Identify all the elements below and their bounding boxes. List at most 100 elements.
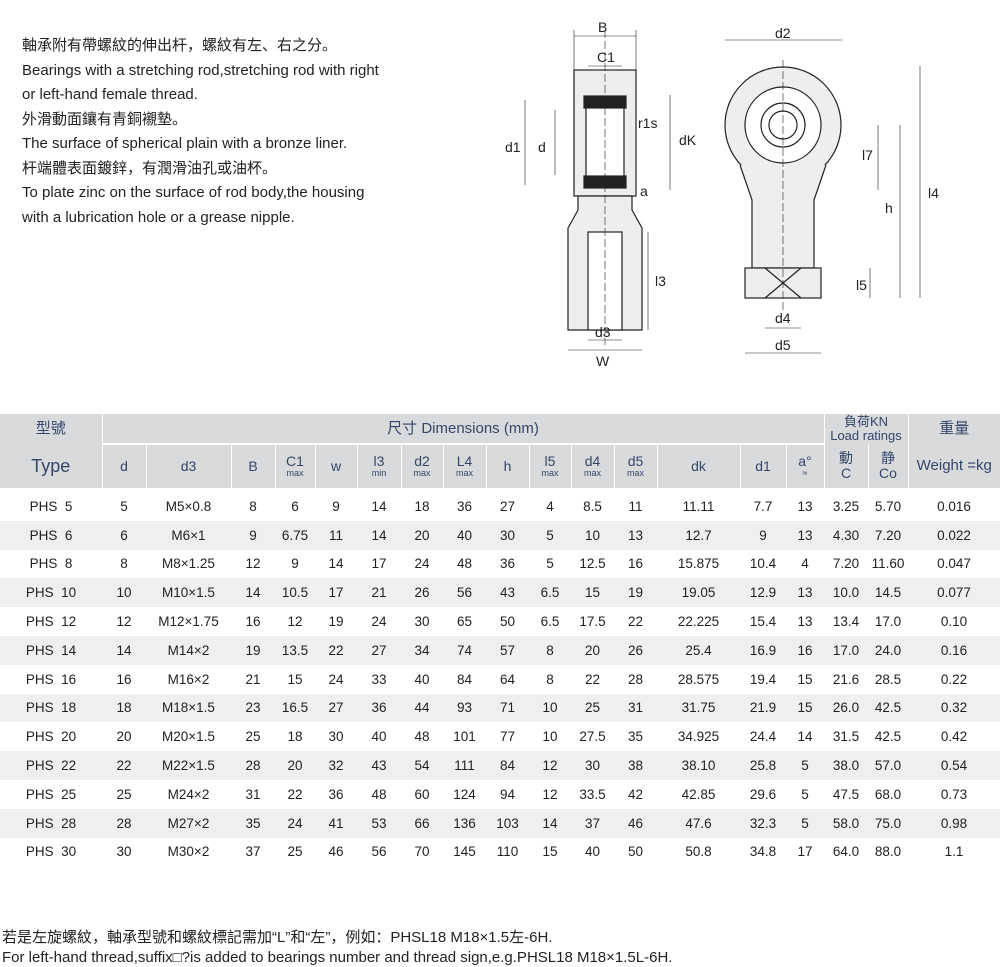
column-header: dk bbox=[656, 444, 740, 490]
label-W: W bbox=[596, 353, 610, 369]
value-cell: 18 bbox=[287, 729, 303, 745]
value-cell: 84 bbox=[486, 751, 529, 780]
value-cell: 94 bbox=[499, 786, 516, 802]
value-cell: 11 bbox=[628, 498, 643, 514]
value-cell: 136 bbox=[443, 808, 486, 838]
value-cell: 12 bbox=[529, 751, 571, 780]
value-cell: 48 bbox=[456, 556, 473, 572]
type-cell: PHS 18 bbox=[0, 693, 102, 723]
value-cell: 28 bbox=[231, 751, 275, 780]
intro-line: 軸承附有帶螺紋的伸出杆，螺紋有左、右之分。 bbox=[22, 37, 338, 54]
value-cell: 13 bbox=[786, 520, 824, 550]
value-cell: 25 bbox=[287, 844, 303, 860]
table-row: PHS 6 6 M6×1 9 6.75 11 14 20 40 30 5 10 13 12.7 9 13 4.3… bbox=[0, 520, 1000, 550]
type-cell: PHS 10 bbox=[0, 578, 102, 608]
column-header: 静 Co bbox=[867, 444, 908, 490]
value-cell: 71 bbox=[486, 693, 529, 723]
table-row: PHS 20 20 M20×1.5 25 18 30 40 48 101 77 10 27.5 35 34… bbox=[0, 722, 1000, 751]
value-cell: 28.5 bbox=[874, 671, 902, 687]
value-cell: 6 bbox=[102, 520, 146, 550]
value-cell: 93 bbox=[443, 693, 486, 723]
column-label: a° bbox=[798, 453, 812, 470]
value-cell: 0.022 bbox=[908, 520, 1000, 550]
value-cell: 66 bbox=[401, 808, 443, 838]
label-d1: d1 bbox=[505, 139, 521, 155]
column-header: w bbox=[314, 444, 357, 490]
value-cell: 48 bbox=[371, 786, 387, 802]
load-cn: 負荷KN bbox=[843, 414, 889, 430]
value-cell: 16 bbox=[116, 671, 132, 687]
value-cell: 14 bbox=[529, 808, 571, 838]
type-cell: PHS 6 bbox=[0, 520, 102, 550]
column-label: L4 bbox=[456, 453, 473, 470]
value-cell: 30 bbox=[414, 614, 430, 630]
value-cell: 46 bbox=[614, 808, 657, 838]
value-cell: 0.047 bbox=[937, 556, 971, 572]
value-cell: 22.225 bbox=[677, 614, 720, 630]
value-cell: 50 bbox=[627, 844, 644, 860]
value-cell: 20 bbox=[275, 751, 315, 780]
value-cell: 14 bbox=[797, 729, 813, 745]
intro-line: or left-hand female thread. bbox=[22, 86, 198, 103]
value-cell: 0.22 bbox=[940, 671, 968, 687]
type-cell: PHS 8 bbox=[29, 556, 73, 572]
value-cell: 4.30 bbox=[824, 520, 868, 550]
dimensions-table: 型號 尺寸 Dimensions (mm) 負荷KN Load ratings 重… bbox=[0, 414, 1000, 866]
column-sublabel: max bbox=[626, 468, 644, 479]
value-cell: 20 bbox=[116, 729, 132, 745]
value-cell: 14 bbox=[102, 635, 146, 665]
value-cell: M12×1.75 bbox=[158, 614, 219, 630]
value-cell: M6×1 bbox=[146, 520, 231, 550]
value-cell: 48 bbox=[414, 729, 430, 745]
value-cell: 0.73 bbox=[940, 786, 968, 802]
value-cell: 27 bbox=[315, 693, 357, 723]
column-header: l3 min bbox=[356, 444, 401, 490]
value-cell: 7.20 bbox=[832, 556, 860, 572]
value-cell: 24 bbox=[371, 614, 387, 630]
value-cell: 101 bbox=[453, 729, 476, 745]
value-cell: 6 bbox=[291, 498, 299, 514]
value-cell: 58.0 bbox=[824, 808, 868, 838]
value-cell: 30 bbox=[116, 844, 132, 860]
value-cell: 31.5 bbox=[832, 729, 860, 745]
weight-header-en: Weight =kg bbox=[907, 444, 1000, 490]
value-cell: 0.16 bbox=[908, 635, 1000, 665]
table-row: PHS 10 10 M10×1.5 14 10.5 17 21 26 56 43 6.5 15 19 19… bbox=[0, 578, 1000, 608]
value-cell: 0.42 bbox=[940, 729, 968, 745]
value-cell: 56 bbox=[371, 844, 387, 860]
value-cell: 22 bbox=[102, 751, 146, 780]
table-row: PHS 14 14 M14×2 19 13.5 22 27 34 74 57 8 20 26 25.4 16… bbox=[0, 635, 1000, 665]
value-cell: 43 bbox=[357, 751, 401, 780]
type-cell: PHS 30 bbox=[25, 844, 77, 860]
value-cell: 31 bbox=[614, 693, 657, 723]
value-cell: 77 bbox=[499, 729, 516, 745]
value-cell: 13.5 bbox=[275, 635, 315, 665]
type-cell: PHS 12 bbox=[25, 614, 77, 630]
value-cell: 10.0 bbox=[824, 578, 868, 608]
label-d3: d3 bbox=[595, 324, 611, 340]
value-cell: 12.9 bbox=[740, 578, 786, 608]
value-cell: 103 bbox=[486, 808, 529, 838]
value-cell: 19 bbox=[231, 635, 275, 665]
value-cell: 28 bbox=[627, 671, 644, 687]
value-cell: 12.5 bbox=[579, 556, 606, 572]
label-d2: d2 bbox=[775, 25, 791, 41]
value-cell: 0.10 bbox=[940, 614, 968, 630]
value-cell: 10 bbox=[542, 729, 558, 745]
value-cell: 19.05 bbox=[657, 578, 740, 608]
value-cell: 14 bbox=[231, 578, 275, 608]
value-cell: 25 bbox=[116, 786, 132, 802]
column-header: C1 max bbox=[274, 444, 315, 490]
value-cell: 27 bbox=[357, 635, 401, 665]
value-cell: 17.0 bbox=[874, 614, 902, 630]
value-cell: M20×1.5 bbox=[162, 729, 215, 745]
value-cell: 25.4 bbox=[657, 635, 740, 665]
value-cell: 6.5 bbox=[540, 614, 560, 630]
column-label: 静 bbox=[881, 450, 895, 467]
value-cell: 88.0 bbox=[874, 844, 902, 860]
column-label: B bbox=[248, 458, 258, 475]
column-label: d bbox=[120, 458, 128, 475]
value-cell: 22 bbox=[627, 614, 644, 630]
column-header: d1 bbox=[739, 444, 786, 490]
front-view bbox=[724, 39, 921, 354]
